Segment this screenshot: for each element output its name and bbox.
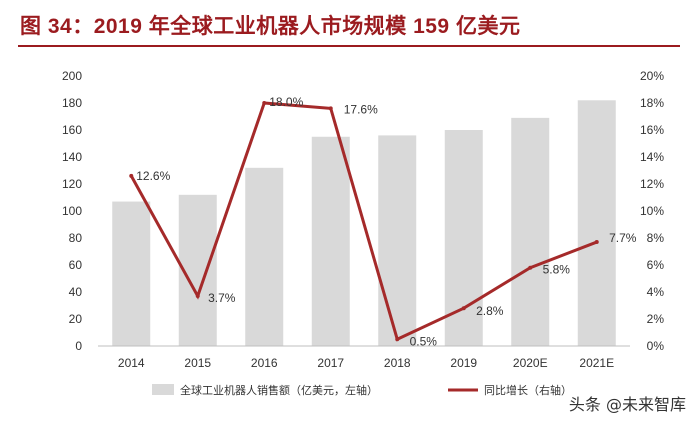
right-tick-label: 16% bbox=[640, 123, 664, 137]
bar bbox=[311, 136, 350, 346]
bar bbox=[511, 117, 550, 346]
left-tick-label: 160 bbox=[62, 123, 82, 137]
line-series: 12.6% 3.7% 18.0% 17.6% 0.5% 2.8% 5.8% 7.7% bbox=[129, 95, 637, 348]
left-tick-label: 140 bbox=[62, 150, 82, 164]
right-axis: 0% 2% 4% 6% 8% 10% 12% 14% 16% 18% 20% bbox=[640, 69, 664, 353]
line-point bbox=[395, 337, 400, 342]
title-divider bbox=[18, 45, 680, 47]
data-label: 12.6% bbox=[136, 169, 170, 183]
x-tick-label: 2020E bbox=[513, 356, 548, 370]
x-tick-label: 2021E bbox=[579, 356, 614, 370]
legend-bar-swatch bbox=[152, 384, 174, 395]
right-tick-label: 18% bbox=[640, 96, 664, 110]
data-label: 17.6% bbox=[344, 102, 378, 116]
data-label: 5.8% bbox=[543, 263, 571, 277]
bar bbox=[112, 201, 151, 346]
bar bbox=[245, 167, 284, 346]
left-tick-label: 0 bbox=[75, 339, 82, 353]
data-label: 2.8% bbox=[476, 304, 504, 318]
bar-series bbox=[112, 100, 616, 346]
data-label: 18.0% bbox=[269, 95, 303, 109]
watermark-text: 头条 @未来智库 bbox=[568, 395, 686, 414]
right-tick-label: 12% bbox=[640, 177, 664, 191]
right-tick-label: 14% bbox=[640, 150, 664, 164]
watermark: 头条 @未来智库 bbox=[569, 391, 686, 415]
left-tick-label: 120 bbox=[62, 177, 82, 191]
data-label: 3.7% bbox=[208, 291, 236, 305]
page-title: 图 34：2019 年全球工业机器人市场规模 159 亿美元 bbox=[20, 15, 521, 38]
right-tick-label: 2% bbox=[647, 312, 665, 326]
growth-line bbox=[129, 101, 598, 342]
left-tick-label: 200 bbox=[62, 69, 82, 83]
legend-line-label: 同比增长（右轴） bbox=[484, 383, 572, 397]
right-tick-label: 20% bbox=[640, 69, 664, 83]
line-point bbox=[594, 240, 599, 245]
right-tick-label: 4% bbox=[647, 285, 665, 299]
bar bbox=[577, 100, 616, 346]
data-label: 7.7% bbox=[609, 231, 637, 245]
data-label: 0.5% bbox=[410, 334, 438, 348]
x-axis: 2014 2015 2016 2017 2018 2019 2020E 2021E bbox=[98, 345, 630, 370]
right-tick-label: 0% bbox=[647, 339, 665, 353]
x-tick-label: 2015 bbox=[184, 356, 211, 370]
line-point bbox=[129, 173, 134, 178]
line-point bbox=[195, 294, 200, 299]
left-tick-label: 60 bbox=[69, 258, 83, 272]
right-tick-label: 10% bbox=[640, 204, 664, 218]
line-point bbox=[461, 306, 466, 311]
bar bbox=[378, 135, 417, 346]
right-tick-label: 6% bbox=[647, 258, 665, 272]
line-point bbox=[328, 106, 333, 111]
line-point bbox=[528, 265, 533, 270]
x-tick-label: 2019 bbox=[450, 356, 477, 370]
legend: 全球工业机器人销售额（亿美元，左轴） 同比增长（右轴） bbox=[152, 383, 572, 397]
left-axis: 0 20 40 60 80 100 120 140 160 180 200 bbox=[62, 69, 82, 353]
line-point bbox=[262, 101, 267, 105]
x-tick-label: 2016 bbox=[251, 356, 278, 370]
left-tick-label: 40 bbox=[69, 285, 83, 299]
x-tick-label: 2017 bbox=[317, 356, 344, 370]
right-tick-label: 8% bbox=[647, 231, 665, 245]
x-tick-label: 2014 bbox=[118, 356, 145, 370]
left-tick-label: 80 bbox=[69, 231, 83, 245]
left-tick-label: 180 bbox=[62, 96, 82, 110]
left-tick-label: 20 bbox=[69, 312, 83, 326]
left-tick-label: 100 bbox=[62, 204, 82, 218]
x-tick-label: 2018 bbox=[384, 356, 411, 370]
legend-bar-label: 全球工业机器人销售额（亿美元，左轴） bbox=[180, 383, 378, 397]
